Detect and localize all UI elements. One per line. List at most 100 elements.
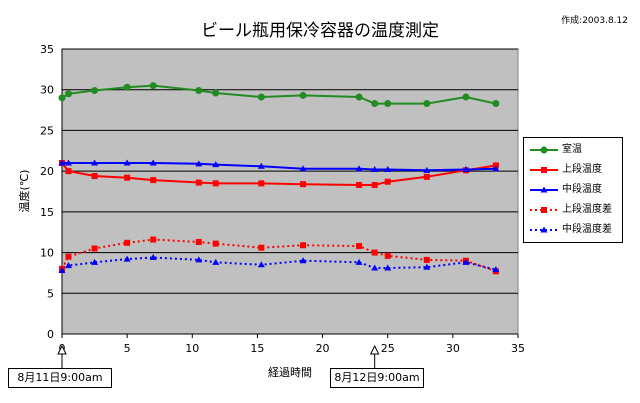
y-tick-label: 30: [40, 84, 54, 97]
data-point-middle-diff: [149, 253, 157, 260]
data-point-middle-diff: [299, 257, 307, 264]
data-point-upper-temp: [356, 181, 363, 188]
y-tick-label: 15: [40, 206, 54, 219]
x-tick-label: 20: [316, 342, 330, 355]
x-tick-label: 15: [250, 342, 264, 355]
legend-swatch-room-temp: [530, 146, 558, 154]
data-point-room-temp: [371, 100, 379, 108]
data-point-upper-diff: [212, 240, 219, 247]
x-axis-label: 経過時間: [268, 366, 312, 379]
data-point-middle-temp: [492, 165, 500, 172]
x-tick-label: 30: [446, 342, 460, 355]
tick-labels: 0510152025303505101520253035: [40, 43, 525, 355]
data-point-upper-diff: [65, 253, 72, 260]
x-tick-label: 10: [185, 342, 199, 355]
data-point-middle-diff: [195, 256, 203, 263]
plot-area: [61, 48, 519, 335]
data-point-room-temp: [65, 90, 73, 98]
series: [58, 82, 500, 275]
data-point-upper-temp: [371, 181, 378, 188]
data-point-middle-diff: [355, 258, 363, 265]
legend-swatch-middle-temp: [530, 186, 558, 193]
legend-item-upper-temp: 上段温度: [524, 161, 622, 179]
data-point-middle-temp: [423, 166, 431, 173]
data-point-middle-temp: [462, 166, 470, 173]
data-point-room-temp: [257, 93, 265, 101]
data-point-middle-diff: [423, 263, 431, 270]
legend-label-middle-diff: 中段温度差: [562, 224, 612, 235]
data-point-upper-diff: [91, 245, 98, 252]
data-point-upper-temp: [195, 179, 202, 186]
legend-label-upper-diff: 上段温度差: [562, 204, 612, 215]
data-point-middle-temp: [355, 165, 363, 172]
data-point-room-temp: [384, 100, 392, 108]
legend-swatch-middle-diff: [530, 226, 558, 233]
y-tick-label: 10: [40, 247, 54, 260]
legend-label-room-temp: 室温: [562, 144, 582, 155]
series-middle-temp: [58, 159, 500, 173]
annotation-arrow-head: [57, 344, 67, 355]
data-point-upper-temp: [212, 180, 219, 187]
data-point-room-temp: [462, 93, 470, 101]
data-point-room-temp: [149, 82, 157, 90]
data-point-upper-diff: [150, 236, 157, 243]
data-point-upper-diff: [423, 256, 430, 263]
data-point-upper-diff: [300, 242, 307, 249]
data-point-middle-temp: [91, 159, 99, 166]
annotation-arrows: [57, 344, 380, 368]
y-tick-label: 0: [47, 328, 54, 341]
data-point-middle-temp: [299, 165, 307, 172]
legend-marker-upper-temp: [541, 167, 547, 173]
data-point-middle-diff: [91, 258, 99, 265]
data-point-middle-temp: [371, 166, 379, 173]
data-point-middle-diff: [58, 266, 66, 273]
data-point-middle-diff: [384, 264, 392, 271]
data-point-upper-temp: [423, 173, 430, 180]
data-point-middle-temp: [123, 159, 131, 166]
y-tick-label: 25: [40, 124, 54, 137]
data-point-upper-diff: [195, 238, 202, 245]
data-point-upper-diff: [384, 252, 391, 259]
legend-item-room-temp: 室温: [524, 141, 622, 159]
data-point-room-temp: [58, 94, 66, 102]
data-point-upper-temp: [300, 181, 307, 188]
data-point-upper-temp: [258, 180, 265, 187]
legend-item-middle-diff: 中段温度差: [524, 221, 622, 239]
legend-marker-middle-diff: [540, 226, 548, 233]
x-tick-label: 35: [511, 342, 525, 355]
start-time-callout: 8月11日9:00am: [8, 368, 112, 388]
legend-swatch-upper-temp: [530, 167, 558, 173]
next-day-time-callout: 8月12日9:00am: [330, 368, 424, 388]
x-tick-label: 5: [124, 342, 131, 355]
data-point-room-temp: [91, 87, 99, 95]
series-middle-diff: [58, 253, 500, 273]
legend-item-middle-temp: 中段温度: [524, 181, 622, 199]
data-point-room-temp: [492, 100, 500, 108]
legend-marker-upper-diff: [541, 207, 547, 213]
data-point-room-temp: [299, 91, 307, 99]
data-point-middle-temp: [212, 161, 220, 168]
legend: 室温 上段温度 中段温度 上段温度差 中段温度差: [523, 137, 623, 243]
legend-marker-middle-temp: [540, 186, 548, 193]
legend-swatch-upper-diff: [530, 207, 558, 213]
series-room-temp: [58, 82, 500, 108]
data-point-upper-diff: [258, 244, 265, 251]
data-point-middle-temp: [384, 166, 392, 173]
data-point-middle-temp: [149, 159, 157, 166]
data-point-middle-diff: [65, 262, 73, 269]
data-point-upper-temp: [124, 174, 131, 181]
data-point-room-temp: [212, 89, 220, 97]
data-point-middle-diff: [123, 255, 131, 262]
chart-title: ビール瓶用保冷容器の温度測定: [201, 21, 439, 41]
y-tick-label: 5: [47, 287, 54, 300]
data-point-room-temp: [423, 100, 431, 108]
legend-label-middle-temp: 中段温度: [562, 184, 602, 195]
data-point-upper-temp: [65, 168, 72, 175]
gridlines: [62, 48, 518, 294]
data-point-middle-diff: [257, 261, 265, 268]
data-point-middle-diff: [462, 258, 470, 265]
annotation-arrow-head: [369, 344, 380, 355]
data-point-upper-diff: [356, 243, 363, 250]
